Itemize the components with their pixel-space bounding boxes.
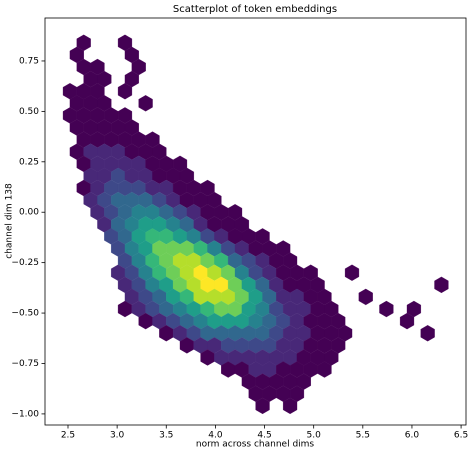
- y-tick-label: −0.50: [11, 309, 39, 319]
- x-tick-label: 2.5: [61, 431, 75, 441]
- hex-bin: [399, 312, 415, 330]
- hex-bin: [420, 325, 435, 342]
- hex-bin: [283, 397, 298, 415]
- hex-bin: [358, 288, 373, 306]
- x-axis-label: norm across channel dims: [196, 440, 315, 450]
- x-tick-label: 5.0: [307, 431, 322, 441]
- y-tick-label: 0.75: [19, 56, 39, 66]
- y-tick-label: 0.00: [19, 208, 39, 218]
- y-axis-label: channel dim 138: [5, 183, 15, 259]
- y-tick-label: −1.00: [11, 409, 39, 419]
- x-tick-label: 4.5: [257, 431, 271, 441]
- x-tick-label: 4.0: [208, 431, 223, 441]
- y-tick-label: −0.75: [11, 359, 39, 369]
- hex-bin: [117, 83, 133, 100]
- x-tick-label: 6.0: [405, 431, 420, 441]
- x-tick-label: 3.5: [159, 431, 173, 441]
- hex-bin: [434, 276, 449, 294]
- y-tick-label: −0.25: [11, 258, 39, 268]
- hex-bin: [255, 397, 270, 415]
- plot-frame: [44, 17, 467, 426]
- x-tick-label: 6.5: [454, 431, 468, 441]
- hex-bin: [317, 361, 332, 378]
- y-tick-label: 0.25: [19, 157, 39, 167]
- x-tick-label: 3.0: [110, 431, 125, 441]
- chart-title: Scatterplot of token embeddings: [173, 4, 337, 15]
- hex-bin: [344, 264, 360, 281]
- x-tick-label: 5.5: [356, 431, 370, 441]
- hex-bin: [379, 300, 394, 318]
- hex-bin: [138, 95, 153, 112]
- y-tick-label: 0.50: [19, 107, 39, 117]
